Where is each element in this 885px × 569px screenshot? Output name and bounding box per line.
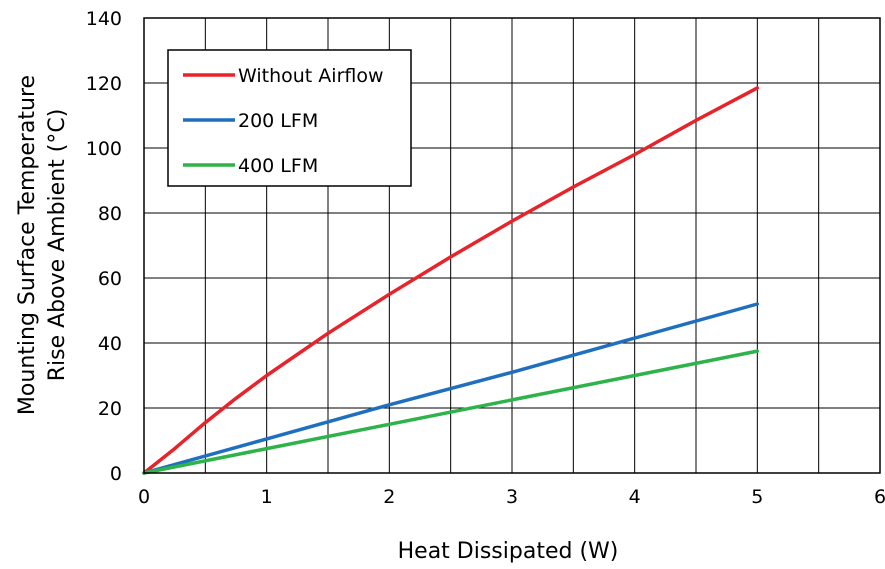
y-tick-label: 80 — [98, 203, 122, 225]
y-axis-label: Mounting Surface Temperature Rise Above … — [15, 75, 70, 415]
y-axis-label-line-1: Mounting Surface Temperature — [15, 75, 40, 415]
y-tick-label: 0 — [110, 463, 122, 485]
legend-label: 400 LFM — [238, 155, 318, 177]
y-axis-label-line-2: Rise Above Ambient (°C) — [45, 109, 70, 382]
x-axis-label: Heat Dissipated (W) — [398, 539, 619, 564]
y-tick-labels: 0 20 40 60 80 100 120 140 — [86, 8, 122, 485]
x-tick-label: 4 — [629, 486, 641, 508]
x-tick-label: 5 — [751, 486, 763, 508]
series-lines — [142, 86, 760, 475]
y-tick-label: 20 — [98, 398, 122, 420]
series-line — [142, 86, 760, 475]
x-tick-label: 3 — [506, 486, 518, 508]
legend-label: 200 LFM — [238, 110, 318, 132]
x-tick-label: 0 — [138, 486, 150, 508]
series-line — [142, 349, 760, 475]
y-tick-label: 40 — [98, 333, 122, 355]
legend-label: Without Airflow — [238, 65, 384, 87]
x-tick-label: 6 — [874, 486, 885, 508]
x-tick-label: 2 — [383, 486, 395, 508]
y-tick-label: 100 — [86, 138, 122, 160]
series-line — [142, 302, 760, 475]
x-tick-label: 1 — [261, 486, 273, 508]
y-tick-label: 120 — [86, 73, 122, 95]
x-tick-labels: 0 1 2 3 4 5 6 — [138, 486, 885, 508]
y-tick-label: 60 — [98, 268, 122, 290]
plot-frame — [143, 17, 881, 474]
y-tick-label: 140 — [86, 8, 122, 30]
legend: Without Airflow 200 LFM 400 LFM — [167, 49, 412, 187]
